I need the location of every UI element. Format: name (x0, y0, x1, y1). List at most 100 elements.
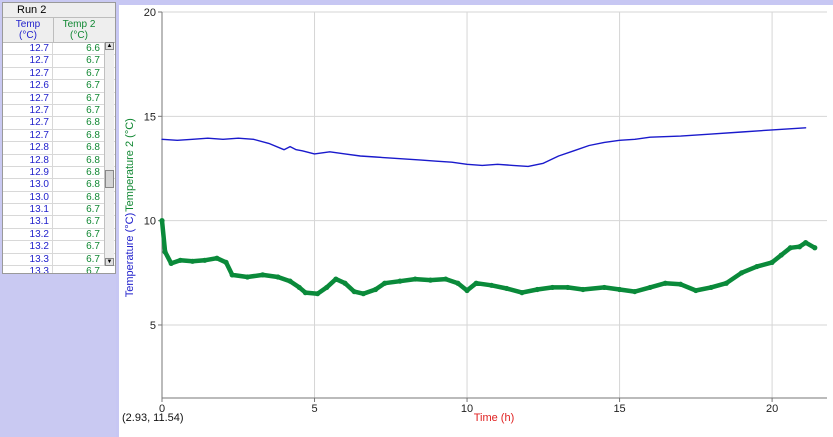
series-point-2 (812, 245, 818, 251)
series-point-2 (229, 272, 235, 278)
cell-temp[interactable]: 12.6 (3, 80, 53, 92)
table-row[interactable]: 13.1 6.7 (3, 204, 115, 217)
series-point-2 (778, 252, 784, 258)
series-point-2 (324, 284, 330, 291)
cell-temp[interactable]: 13.3 (3, 253, 53, 266)
cell-temp[interactable]: 12.9 (3, 166, 53, 179)
cell-temp2[interactable]: 6.7 (86, 55, 100, 67)
table-row[interactable]: 12.7 6.7 (3, 92, 115, 105)
table-row[interactable]: 12.7 6.7 (3, 67, 115, 81)
cell-temp2[interactable]: 6.8 (86, 154, 100, 166)
cell-temp2[interactable]: 6.8 (86, 129, 100, 141)
cell-temp2[interactable]: 6.8 (86, 166, 100, 178)
cell-temp[interactable]: 13.1 (3, 204, 53, 216)
temperature-chart[interactable]: 0 5 10 15 20 5 10 15 20 Time (h) Temperature (°C)T… (119, 5, 833, 437)
series-point-2 (754, 263, 760, 270)
series-point-2 (443, 276, 449, 282)
column-header-temp[interactable]: Temp (°C) (3, 18, 54, 42)
cell-temp2[interactable]: 6.7 (86, 216, 100, 228)
cell-temp2[interactable]: 6.7 (86, 241, 100, 253)
series-point-2 (244, 274, 251, 280)
cell-temp2[interactable]: 6.7 (86, 80, 100, 92)
cell-temp2[interactable]: 6.7 (86, 67, 100, 79)
series-point-2 (223, 259, 229, 265)
cell-temp[interactable]: 12.7 (3, 55, 53, 67)
column-header-temp2-unit: (°C) (70, 30, 88, 41)
series-point-2 (382, 280, 388, 286)
table-row[interactable]: 13.2 6.7 (3, 228, 115, 242)
axis-layer (158, 11, 827, 402)
table-row[interactable]: 12.7 6.7 (3, 55, 115, 68)
cell-temp2[interactable]: 6.8 (86, 117, 100, 129)
series-point-2 (455, 280, 461, 286)
table-row[interactable]: 13.1 6.7 (3, 216, 115, 229)
cell-temp2[interactable]: 6.7 (86, 204, 100, 216)
series-point-2 (202, 257, 208, 263)
series-point-2 (314, 291, 321, 297)
scroll-up-arrow-icon[interactable]: ▲ (105, 42, 114, 50)
series-point-2 (601, 284, 607, 291)
cell-temp[interactable]: 12.7 (3, 117, 53, 129)
cell-temp2[interactable]: 6.7 (86, 253, 100, 265)
graph-panel[interactable]: 0 5 10 15 20 5 10 15 20 Time (h) Temperature (°C) T… (119, 5, 833, 437)
cell-temp2[interactable]: 6.7 (86, 104, 100, 116)
label-layer: 0 5 10 15 20 5 10 15 20 Time (h) Temperature (°C)T… (122, 7, 778, 424)
table-row[interactable]: 12.8 6.8 (3, 142, 115, 155)
table-row[interactable]: 13.0 6.8 (3, 191, 115, 205)
table-rows: 12.7 6.6 12.7 6.7 12.7 6.7 12.6 6.7 12.7 6.7 12.7 6… (3, 43, 115, 274)
column-header-temp2[interactable]: Temp 2 (°C) (54, 18, 104, 42)
column-headers: Temp (°C) Temp 2 (°C) (3, 18, 115, 43)
cell-temp2[interactable]: 6.7 (86, 92, 100, 104)
x-tick-label: 10 (461, 403, 473, 415)
cell-temp[interactable]: 13.0 (3, 179, 53, 191)
grid-layer (161, 11, 827, 398)
cell-temp2[interactable]: 6.8 (86, 142, 100, 154)
cell-temp2[interactable]: 6.7 (86, 266, 100, 274)
cell-temp[interactable]: 12.7 (3, 129, 53, 142)
data-table-panel: Run 2 Temp (°C) Temp 2 (°C) 12.7 6.6 12.7 6… (0, 0, 116, 437)
cell-temp[interactable]: 12.7 (3, 92, 53, 104)
series-point-2 (333, 276, 339, 282)
series-point-2 (693, 287, 699, 294)
cell-temp[interactable]: 12.8 (3, 142, 53, 154)
scroll-down-arrow-icon[interactable]: ▼ (105, 258, 114, 266)
series-point-2 (769, 259, 775, 265)
table-row[interactable]: 12.6 6.7 (3, 80, 115, 93)
cell-temp[interactable]: 13.1 (3, 216, 53, 228)
table-row[interactable]: 13.3 6.7 (3, 253, 115, 267)
table-row[interactable]: 12.9 6.8 (3, 166, 115, 180)
table-row[interactable]: 12.7 6.8 (3, 117, 115, 130)
y-axis-label-temperature-2: Temperature 2 (°C) (124, 118, 136, 212)
table-row[interactable]: 13.0 6.8 (3, 179, 115, 192)
column-header-temp-label: Temp (15, 19, 41, 30)
x-tick-label: 20 (766, 403, 778, 415)
scroll-thumb[interactable] (105, 170, 114, 188)
cell-temp2[interactable]: 6.7 (86, 228, 100, 240)
table-row[interactable]: 12.7 6.7 (3, 104, 115, 118)
series-point-2 (260, 272, 266, 278)
table-row[interactable]: 12.7 6.8 (3, 129, 115, 143)
cell-temp[interactable]: 12.7 (3, 43, 53, 55)
cell-temp[interactable]: 13.2 (3, 228, 53, 241)
cell-temp[interactable]: 12.8 (3, 154, 53, 166)
y-tick-label: 5 (150, 320, 156, 332)
cell-temp[interactable]: 13.0 (3, 191, 53, 204)
column-header-temp-unit: (°C) (19, 30, 37, 41)
cell-temp[interactable]: 12.7 (3, 67, 53, 80)
coordinate-readout: (2.93, 11.54) (122, 412, 184, 424)
table-row[interactable]: 13.2 6.7 (3, 241, 115, 254)
series-point-2 (549, 284, 556, 291)
table-scrollbar[interactable]: ▲ ▼ (104, 42, 114, 266)
table-row[interactable]: 13.3 6.7 (3, 266, 115, 274)
cell-temp[interactable]: 12.7 (3, 104, 53, 117)
x-axis-label: Time (h) (474, 412, 515, 424)
table-row[interactable]: 12.8 6.8 (3, 154, 115, 167)
cell-temp2[interactable]: 6.8 (86, 179, 100, 191)
cell-temp[interactable]: 13.3 (3, 266, 53, 273)
run-title: Run 2 (3, 3, 115, 18)
x-tick-label: 0 (159, 403, 165, 415)
cell-temp2[interactable]: 6.6 (86, 43, 100, 54)
cell-temp2[interactable]: 6.8 (86, 191, 100, 203)
cell-temp[interactable]: 13.2 (3, 241, 53, 253)
table-row[interactable]: 12.7 6.6 (3, 43, 115, 56)
